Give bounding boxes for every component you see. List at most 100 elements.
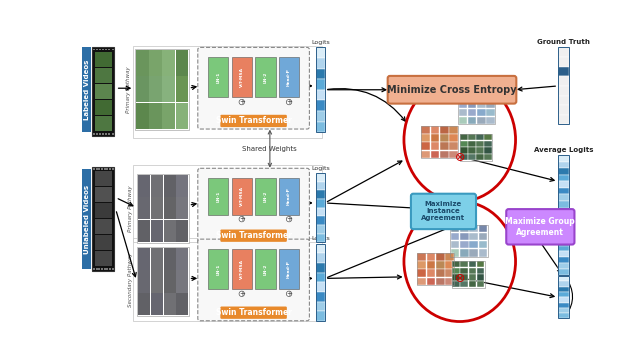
- Bar: [316, 182, 325, 190]
- Bar: [427, 269, 435, 277]
- Bar: [468, 154, 476, 160]
- Bar: [445, 261, 454, 269]
- Bar: [558, 297, 569, 303]
- Bar: [176, 248, 188, 270]
- Bar: [445, 278, 454, 285]
- Bar: [92, 167, 114, 271]
- Text: LN-1: LN-1: [216, 72, 220, 83]
- Text: Shared Weights: Shared Weights: [243, 146, 297, 152]
- Bar: [208, 178, 228, 215]
- Bar: [316, 244, 325, 321]
- Bar: [208, 57, 228, 97]
- Bar: [316, 225, 325, 233]
- Bar: [440, 126, 449, 134]
- Bar: [151, 220, 163, 242]
- Bar: [452, 268, 460, 274]
- Bar: [427, 253, 435, 261]
- Bar: [421, 134, 430, 142]
- Bar: [138, 270, 150, 293]
- Bar: [135, 49, 189, 130]
- FancyBboxPatch shape: [506, 209, 575, 245]
- Text: LN-2: LN-2: [264, 191, 268, 202]
- Bar: [106, 168, 108, 170]
- Text: Head-P: Head-P: [287, 260, 291, 278]
- Bar: [458, 117, 467, 124]
- Bar: [421, 126, 458, 158]
- Bar: [486, 101, 495, 108]
- Bar: [164, 248, 175, 270]
- Bar: [95, 268, 97, 270]
- Bar: [138, 175, 150, 197]
- Bar: [452, 281, 460, 287]
- Bar: [95, 52, 112, 67]
- Circle shape: [286, 291, 292, 297]
- Bar: [460, 274, 468, 281]
- Bar: [460, 268, 468, 274]
- Text: LN-1: LN-1: [216, 191, 220, 202]
- FancyBboxPatch shape: [198, 48, 309, 129]
- Bar: [558, 263, 569, 269]
- Bar: [460, 154, 468, 160]
- Bar: [558, 303, 569, 308]
- Circle shape: [239, 216, 244, 222]
- Bar: [458, 101, 467, 108]
- Bar: [477, 274, 484, 281]
- Bar: [479, 233, 487, 240]
- Bar: [451, 241, 460, 248]
- Bar: [558, 308, 569, 313]
- Bar: [316, 263, 325, 273]
- Bar: [316, 208, 325, 216]
- Bar: [316, 58, 325, 69]
- Bar: [163, 103, 175, 129]
- Bar: [92, 48, 114, 136]
- Bar: [316, 173, 325, 182]
- Bar: [484, 154, 492, 160]
- Bar: [431, 134, 439, 142]
- Text: Minimize Cross Entropy: Minimize Cross Entropy: [387, 85, 517, 95]
- Bar: [95, 171, 112, 186]
- Bar: [176, 175, 188, 197]
- Bar: [427, 278, 435, 285]
- Bar: [460, 134, 492, 160]
- Bar: [558, 115, 569, 125]
- Bar: [449, 134, 458, 142]
- Bar: [102, 133, 104, 135]
- Bar: [151, 197, 163, 219]
- Text: LN-2: LN-2: [264, 264, 268, 275]
- Bar: [436, 253, 445, 261]
- Bar: [95, 68, 112, 83]
- Bar: [316, 111, 325, 122]
- Bar: [316, 311, 325, 321]
- Bar: [111, 168, 113, 170]
- Bar: [558, 252, 569, 257]
- Bar: [477, 92, 486, 100]
- Bar: [255, 249, 276, 289]
- Bar: [316, 48, 325, 132]
- Bar: [479, 225, 487, 232]
- Bar: [99, 168, 100, 170]
- Bar: [232, 249, 252, 289]
- Bar: [175, 50, 188, 76]
- Bar: [104, 268, 106, 270]
- Bar: [479, 249, 487, 257]
- Bar: [316, 190, 325, 199]
- Text: Logits: Logits: [311, 40, 330, 45]
- Bar: [93, 133, 95, 135]
- Text: Labeled Videos: Labeled Videos: [84, 60, 90, 120]
- Bar: [452, 274, 460, 281]
- Bar: [93, 268, 95, 270]
- Bar: [558, 168, 569, 175]
- Bar: [96, 133, 98, 135]
- Text: Shared Weights: Shared Weights: [243, 238, 297, 244]
- Bar: [460, 281, 468, 287]
- Bar: [558, 48, 569, 57]
- Bar: [486, 109, 495, 116]
- Bar: [95, 168, 97, 170]
- Bar: [468, 109, 477, 116]
- Bar: [163, 50, 175, 76]
- Bar: [417, 261, 426, 269]
- Bar: [477, 268, 484, 274]
- Bar: [93, 49, 95, 50]
- Bar: [558, 240, 569, 246]
- Bar: [176, 220, 188, 242]
